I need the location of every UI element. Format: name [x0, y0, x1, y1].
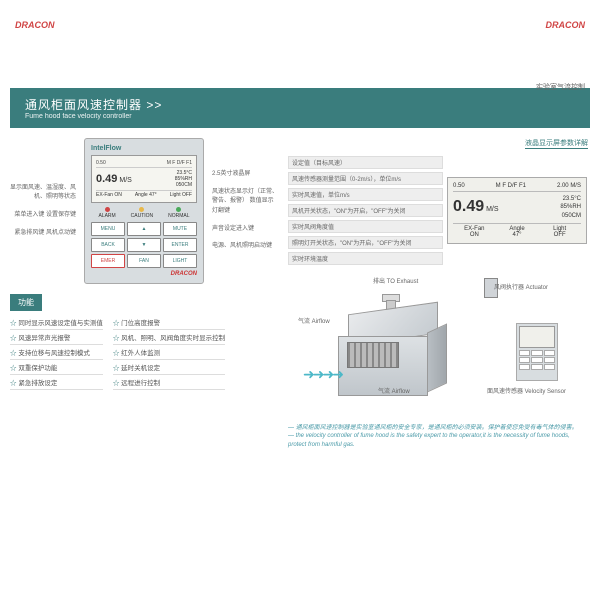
panel-brand: IntelFlow: [91, 145, 197, 152]
controller-panel: IntelFlow 0.50M F D/F F1 0.49 M/S 23.5°C…: [84, 138, 204, 284]
functions-list-left: 同时显示风速设定值与实测值 风速异常声光报警 支持位移与风速控制模式 双重保护功…: [10, 315, 103, 390]
normal-led: [176, 207, 181, 212]
functions-section: 功能 同时显示风速设定值与实测值 风速异常声光报警 支持位移与风速控制模式 双重…: [10, 294, 280, 390]
up-button[interactable]: ▲: [127, 222, 161, 236]
caution-led: [139, 207, 144, 212]
lcd-detail-section: 设定值（目标风速） 风速传感器测量范围（0-2m/s），单位m/s 实时风速值，…: [288, 153, 588, 268]
light-button[interactable]: LIGHT: [163, 254, 197, 268]
airflow-label-2: 气流 Airflow: [378, 386, 410, 395]
functions-list-right: 门位高度报警 风机、照明、风阀角度实时显示控制 红外人体监测 延时关机设定 远程…: [113, 315, 225, 390]
alarm-led: [105, 207, 110, 212]
down-button[interactable]: ▼: [127, 238, 161, 252]
lcd-screen: 0.50M F D/F F1 0.49 M/S 23.5°C85%RH050CM…: [91, 155, 197, 203]
panel-footer-brand: DRACON: [91, 271, 197, 277]
title-cn: 通风柜面风速控制器 >>: [25, 96, 575, 113]
panel-notes-right: 2.5英寸液晶屏 风速状态显示灯（正常、警告、报警） 数值显示灯翻键 声音设定进…: [208, 162, 278, 260]
airflow-label-1: 气流 Airflow: [298, 316, 330, 325]
lcd-enlarged: 0.50M F D/F F12.00 M/S 0.49 M/S 23.5°C85…: [447, 177, 587, 244]
mute-button[interactable]: MUTE: [163, 222, 197, 236]
title-en: Fume hood face velocity controller: [25, 113, 575, 120]
mini-controller-icon: [516, 323, 558, 381]
button-grid: MENU ▲ MUTE BACK ▼ ENTER EMER FAN LIGHT: [91, 222, 197, 268]
fan-button[interactable]: FAN: [127, 254, 161, 268]
status-leds: ALARM CAUTION NORMAL: [91, 207, 197, 219]
panel-notes-left: 显示面风速、温湿度、风机、照明等状态 菜单进入键 设置保存键 紧急排风键 风机点…: [10, 176, 80, 246]
enter-button[interactable]: ENTER: [163, 238, 197, 252]
lcd-detail-heading: 液晶显示屏参数详解: [525, 138, 588, 149]
logo-top-left: DRACON: [15, 20, 55, 30]
airflow-arrows-icon: ➜➜➜➜: [303, 366, 342, 383]
controller-panel-section: 显示面风速、温湿度、风机、照明等状态 菜单进入键 设置保存键 紧急排风键 风机点…: [10, 138, 280, 284]
lcd-detail-labels: 设定值（目标风速） 风速传感器测量范围（0-2m/s），单位m/s 实时风速值，…: [288, 153, 443, 268]
emergency-button[interactable]: EMER: [91, 254, 125, 268]
back-button[interactable]: BACK: [91, 238, 125, 252]
title-band: 通风柜面风速控制器 >> Fume hood face velocity con…: [10, 88, 590, 128]
sensor-label: 面风速传感器 Velocity Sensor: [487, 386, 566, 395]
actuator-label: 风阀执行器 Actuator: [494, 282, 548, 291]
menu-button[interactable]: MENU: [91, 222, 125, 236]
exhaust-label: 排出 TO Exhaust: [373, 276, 418, 285]
caption-text: — 通风柜面风速控制器是实验室通风柜的安全专家，是通风柜的必须安装。保护着使您免…: [288, 424, 588, 449]
logo-top-right: DRACON: [546, 20, 586, 30]
functions-heading: 功能: [10, 294, 42, 311]
system-diagram: 排出 TO Exhaust 风阀执行器 Actuator 气流 Airflow …: [288, 278, 568, 418]
subtitle-top-right: 实验室气流控制: [536, 82, 585, 92]
